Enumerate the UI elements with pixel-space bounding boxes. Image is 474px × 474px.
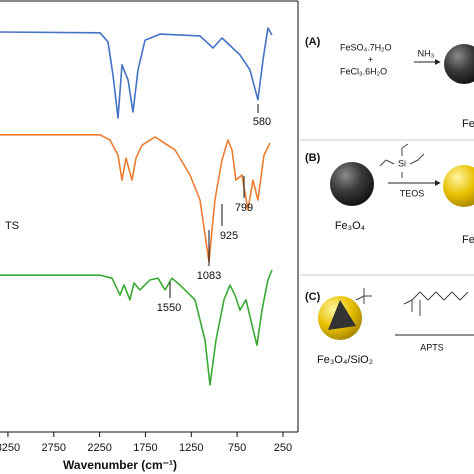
label-a: (A) (305, 36, 321, 48)
x-axis-title: Wavenumber (cm⁻¹) (63, 458, 177, 472)
reagent: NH₃ (418, 48, 435, 58)
plus: + (368, 54, 373, 64)
x-tick-label: 3250 (0, 442, 20, 454)
silanol (355, 288, 372, 304)
x-tick-label: 750 (228, 442, 246, 454)
atom: Si (398, 158, 406, 168)
particle (330, 162, 374, 206)
ftir-plot: 3250 2750 2250 1750 1250 750 250 580 1083 925 799 1… (0, 0, 299, 454)
reagent: APTS (420, 342, 444, 352)
reagent: TEOS (400, 188, 425, 198)
product: Fe (462, 118, 474, 130)
particle (443, 165, 474, 207)
reagent: FeCl₃.6H₂O (340, 66, 387, 76)
product: Fe₃O₄ (335, 220, 366, 232)
product: Fe (462, 234, 474, 246)
x-tick-label: 2750 (42, 442, 66, 454)
x-tick-label: 2250 (87, 442, 111, 454)
annotation: 1083 (197, 270, 221, 282)
x-tick-label: 1250 (179, 442, 203, 454)
particle (444, 44, 474, 84)
label-c: (C) (305, 291, 321, 303)
annotation: 1550 (157, 302, 181, 314)
x-tick-label: 1750 (133, 442, 157, 454)
annotation: TS (5, 220, 19, 232)
scheme: (A) FeSO₄.7H₂O + FeCl₃.6H₂O NH₃ Fe (B) F… (300, 36, 474, 366)
annotation: 580 (253, 116, 271, 128)
annotation: 925 (220, 230, 238, 242)
teos-structure (379, 143, 425, 178)
core (328, 300, 356, 330)
x-tick-label: 250 (274, 442, 292, 454)
spectrum (0, 134, 271, 263)
product: Fe₃O₄/SiO₂ (317, 354, 373, 366)
spectrum (0, 269, 273, 386)
spectrum (0, 27, 273, 119)
annotation: 799 (235, 202, 253, 214)
reagent: FeSO₄.7H₂O (340, 42, 392, 52)
apts-structure (403, 291, 469, 316)
label-b: (B) (305, 152, 321, 164)
